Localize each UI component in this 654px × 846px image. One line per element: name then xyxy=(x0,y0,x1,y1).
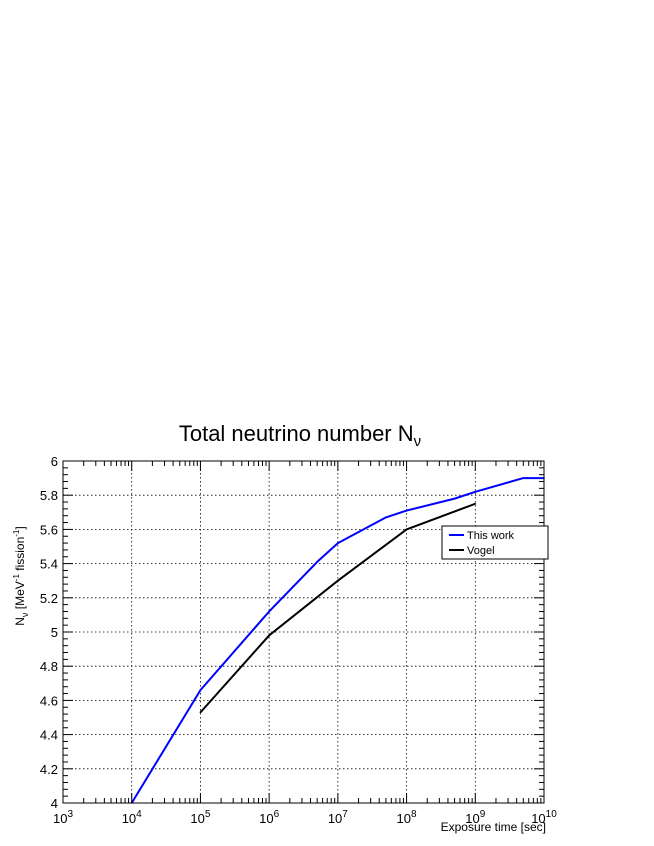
data-point-this-work xyxy=(405,509,408,512)
y-tick-label: 5.8 xyxy=(40,488,58,503)
data-point-this-work xyxy=(268,610,270,613)
grid-lines xyxy=(63,461,544,803)
x-tick-label: 106 xyxy=(259,809,279,826)
data-point-this-work xyxy=(385,516,387,519)
x-axis-title: Exposure time [sec] xyxy=(441,820,546,834)
y-tick-label: 5.4 xyxy=(40,557,58,572)
x-tick-label: 108 xyxy=(397,809,417,826)
y-axis-title: Nν [MeV-1 fission-1] xyxy=(12,526,30,625)
series-lines xyxy=(130,477,545,804)
x-tick-label: 109 xyxy=(465,809,485,826)
data-point-this-work xyxy=(522,477,525,479)
x-tick-label: 1010 xyxy=(531,809,557,826)
chart-title: Total neutrino number Nν xyxy=(179,421,421,450)
y-tick-label: 4.8 xyxy=(40,659,58,674)
x-tick-label: 105 xyxy=(190,809,210,826)
y-tick-label: 4 xyxy=(51,796,58,811)
data-point-vogel xyxy=(199,711,202,714)
y-tick-label: 4.2 xyxy=(40,762,58,777)
y-tick-label: 6 xyxy=(51,454,58,469)
data-point-vogel xyxy=(268,634,270,637)
data-point-vogel xyxy=(474,502,477,505)
data-point-this-work xyxy=(337,542,339,544)
legend-box xyxy=(441,525,549,560)
y-tick-label: 5.6 xyxy=(40,522,58,537)
x-tick-label: 103 xyxy=(53,809,73,826)
y-tick-label: 5.2 xyxy=(40,591,58,606)
data-point-this-work xyxy=(199,689,202,691)
x-tick-label: 104 xyxy=(122,809,142,826)
y-tick-label: 4.6 xyxy=(40,693,58,708)
y-tick-label: 4.4 xyxy=(40,728,58,743)
tick-labels: 103 104 105 106 107 108 109 1010 4 4.2 4.4 4.6 4.8 5 5… xyxy=(40,454,557,826)
y-tick-label: 5 xyxy=(51,625,58,640)
data-point-vogel xyxy=(405,528,408,531)
x-tick-label: 107 xyxy=(328,809,348,826)
legend: This work Vogel xyxy=(441,525,549,560)
data-point-vogel xyxy=(337,579,339,582)
data-point-this-work xyxy=(474,490,477,493)
legend-label-vogel: Vogel xyxy=(467,545,495,557)
data-point-this-work xyxy=(316,561,318,563)
legend-label-this-work: This work xyxy=(467,530,515,542)
data-point-this-work xyxy=(453,497,456,500)
